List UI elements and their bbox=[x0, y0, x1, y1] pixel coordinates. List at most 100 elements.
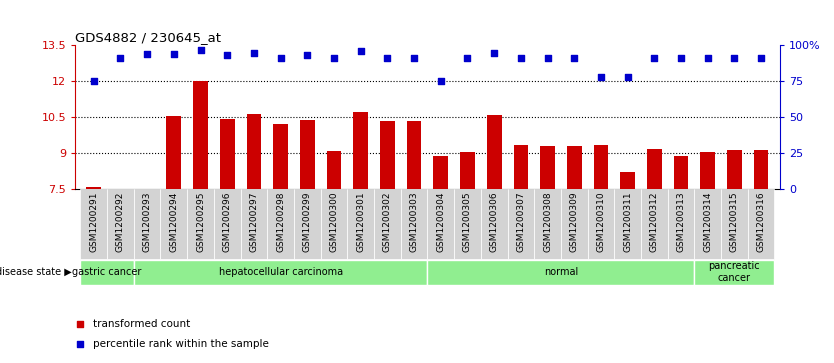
Bar bbox=[107, 189, 133, 259]
Text: GSM1200302: GSM1200302 bbox=[383, 192, 392, 252]
Bar bbox=[300, 120, 314, 189]
Text: disease state ▶: disease state ▶ bbox=[0, 267, 71, 277]
Point bbox=[327, 56, 340, 61]
Bar bbox=[294, 189, 320, 259]
Bar bbox=[481, 189, 508, 259]
Text: GSM1200307: GSM1200307 bbox=[516, 192, 525, 252]
Bar bbox=[514, 145, 528, 189]
Bar bbox=[727, 150, 741, 189]
Point bbox=[247, 50, 260, 56]
Bar bbox=[428, 260, 695, 285]
Point bbox=[140, 51, 153, 57]
Point bbox=[701, 56, 715, 61]
Bar bbox=[87, 187, 101, 189]
Bar bbox=[220, 119, 234, 189]
Bar bbox=[460, 152, 475, 189]
Text: normal: normal bbox=[544, 267, 578, 277]
Bar bbox=[540, 146, 555, 189]
Text: GSM1200304: GSM1200304 bbox=[436, 192, 445, 252]
Bar bbox=[247, 114, 261, 189]
Text: GSM1200313: GSM1200313 bbox=[676, 192, 686, 252]
Bar bbox=[187, 189, 214, 259]
Text: GSM1200305: GSM1200305 bbox=[463, 192, 472, 252]
Bar bbox=[594, 145, 608, 189]
Point bbox=[380, 56, 394, 61]
Bar bbox=[274, 124, 288, 189]
Point bbox=[461, 56, 475, 61]
Bar bbox=[455, 189, 481, 259]
Point bbox=[595, 74, 608, 80]
Bar bbox=[133, 189, 160, 259]
Bar bbox=[641, 189, 668, 259]
Bar bbox=[160, 189, 187, 259]
Text: GSM1200292: GSM1200292 bbox=[116, 192, 125, 252]
Bar bbox=[561, 189, 588, 259]
Text: transformed count: transformed count bbox=[93, 319, 190, 329]
Text: GSM1200316: GSM1200316 bbox=[756, 192, 766, 252]
Bar bbox=[535, 189, 561, 259]
Text: GSM1200309: GSM1200309 bbox=[570, 192, 579, 252]
Text: hepatocellular carcinoma: hepatocellular carcinoma bbox=[219, 267, 343, 277]
Text: GSM1200295: GSM1200295 bbox=[196, 192, 205, 252]
Bar bbox=[588, 189, 615, 259]
Text: GSM1200299: GSM1200299 bbox=[303, 192, 312, 252]
Text: GSM1200291: GSM1200291 bbox=[89, 192, 98, 252]
Text: GSM1200301: GSM1200301 bbox=[356, 192, 365, 252]
Bar bbox=[434, 156, 448, 189]
Point bbox=[87, 78, 100, 84]
Point bbox=[73, 321, 87, 327]
Point bbox=[73, 341, 87, 347]
Text: GSM1200310: GSM1200310 bbox=[596, 192, 605, 252]
Bar bbox=[508, 189, 535, 259]
Point bbox=[488, 50, 501, 56]
Point bbox=[675, 56, 688, 61]
Text: GSM1200296: GSM1200296 bbox=[223, 192, 232, 252]
Text: GSM1200300: GSM1200300 bbox=[329, 192, 339, 252]
Bar bbox=[695, 260, 775, 285]
Bar bbox=[380, 121, 394, 189]
Text: GSM1200306: GSM1200306 bbox=[490, 192, 499, 252]
Point bbox=[167, 51, 180, 57]
Bar bbox=[133, 260, 427, 285]
Point bbox=[435, 78, 448, 84]
Point bbox=[568, 56, 581, 61]
Point bbox=[541, 56, 555, 61]
Bar bbox=[721, 189, 748, 259]
Bar bbox=[193, 81, 208, 189]
Bar bbox=[620, 172, 635, 189]
Bar bbox=[754, 150, 768, 189]
Text: GSM1200298: GSM1200298 bbox=[276, 192, 285, 252]
Bar bbox=[327, 151, 341, 189]
Text: GSM1200297: GSM1200297 bbox=[249, 192, 259, 252]
Bar bbox=[80, 260, 133, 285]
Text: GSM1200303: GSM1200303 bbox=[409, 192, 419, 252]
Point bbox=[648, 56, 661, 61]
Bar bbox=[487, 115, 501, 189]
Text: GSM1200308: GSM1200308 bbox=[543, 192, 552, 252]
Bar bbox=[668, 189, 695, 259]
Bar bbox=[374, 189, 400, 259]
Bar bbox=[701, 152, 715, 189]
Text: percentile rank within the sample: percentile rank within the sample bbox=[93, 339, 269, 349]
Text: pancreatic
cancer: pancreatic cancer bbox=[709, 261, 761, 283]
Point bbox=[300, 53, 314, 58]
Point bbox=[621, 74, 635, 80]
Bar bbox=[567, 146, 581, 189]
Bar bbox=[240, 189, 267, 259]
Point bbox=[755, 56, 768, 61]
Bar bbox=[428, 189, 455, 259]
Point bbox=[220, 53, 234, 58]
Bar bbox=[400, 189, 427, 259]
Bar bbox=[354, 112, 368, 189]
Point bbox=[193, 47, 207, 53]
Text: GSM1200315: GSM1200315 bbox=[730, 192, 739, 252]
Text: GSM1200311: GSM1200311 bbox=[623, 192, 632, 252]
Point bbox=[407, 56, 420, 61]
Bar bbox=[407, 121, 421, 189]
Bar bbox=[214, 189, 240, 259]
Point bbox=[274, 56, 287, 61]
Point bbox=[113, 56, 127, 61]
Bar bbox=[167, 116, 181, 189]
Bar bbox=[695, 189, 721, 259]
Bar bbox=[674, 156, 688, 189]
